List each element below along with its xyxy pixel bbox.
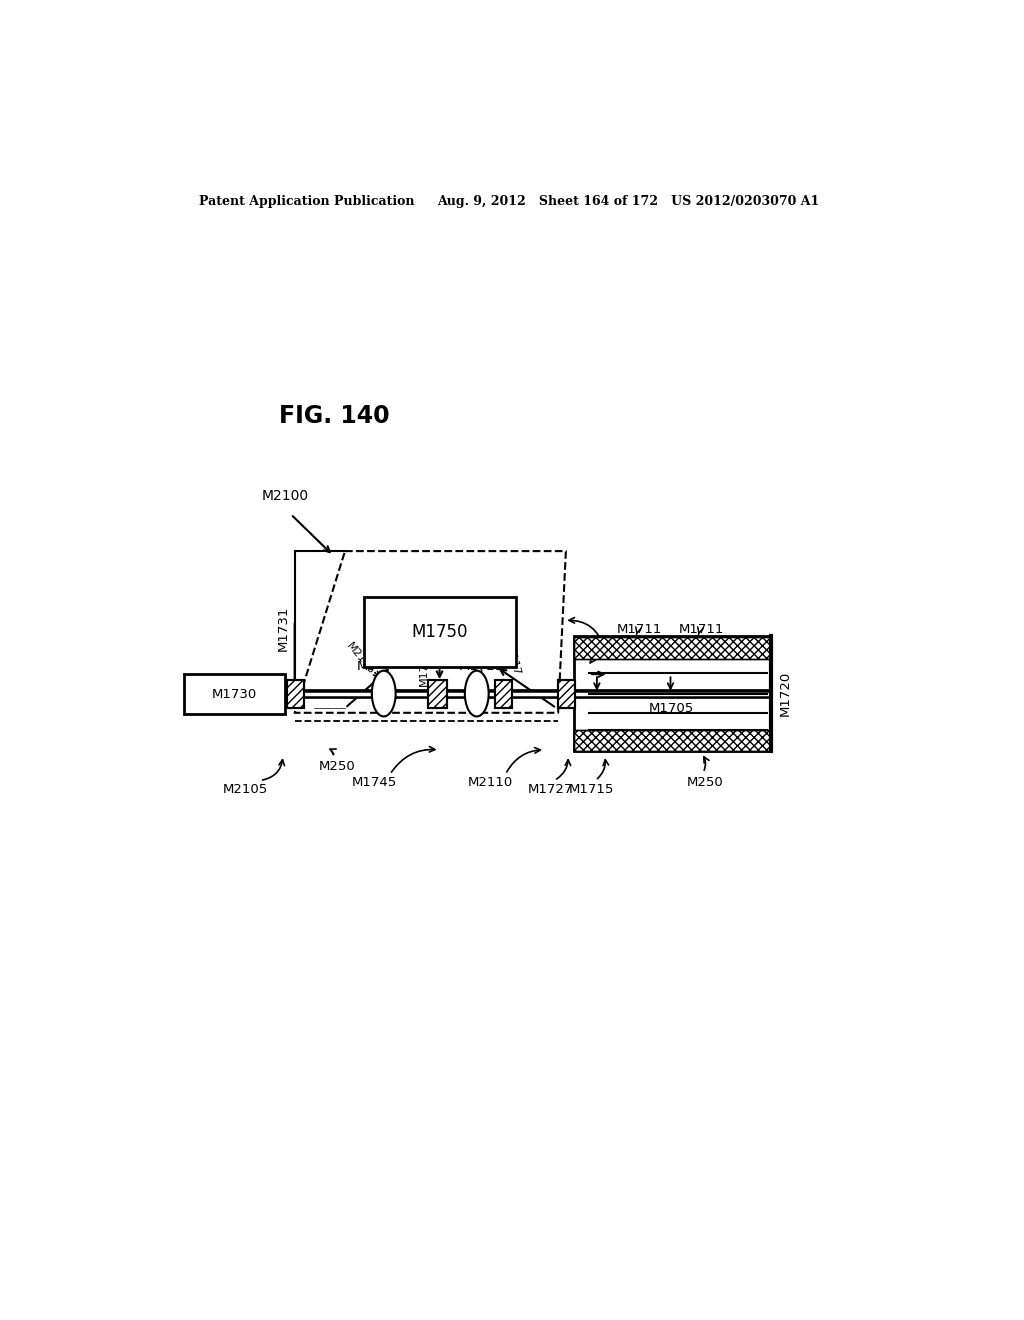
Bar	[365, 598, 515, 667]
Bar	[573, 730, 770, 751]
Text: M2117: M2117	[502, 638, 521, 677]
Bar	[558, 681, 575, 708]
Text: M1715: M1715	[568, 783, 614, 796]
Ellipse shape	[465, 671, 488, 717]
Text: M1705: M1705	[649, 702, 694, 715]
Text: M1727: M1727	[527, 783, 573, 796]
Bar	[495, 681, 512, 708]
Text: Patent Application Publication: Patent Application Publication	[200, 194, 415, 207]
Bar	[428, 681, 446, 708]
Text: M2115: M2115	[608, 640, 654, 653]
Text: M2105: M2105	[223, 783, 268, 796]
Text: M1710: M1710	[575, 648, 621, 661]
Text: M250: M250	[687, 776, 724, 788]
Text: M1750: M1750	[412, 623, 468, 642]
Bar	[287, 681, 304, 708]
Bar	[573, 638, 770, 659]
Text: M1746: M1746	[419, 648, 429, 685]
Text: M2100: M2100	[261, 488, 308, 503]
Bar	[495, 681, 512, 708]
Text: M1731: M1731	[276, 606, 290, 651]
Text: M1711: M1711	[616, 623, 663, 636]
Bar	[573, 636, 771, 751]
Text: M5: M5	[356, 660, 377, 673]
Bar	[558, 681, 575, 708]
Text: M1730: M1730	[212, 688, 257, 701]
Text: M1720: M1720	[778, 671, 792, 717]
Text: M1745: M1745	[352, 776, 397, 788]
Bar	[428, 681, 446, 708]
Bar	[573, 730, 770, 751]
Text: M2110: M2110	[467, 776, 513, 788]
Bar	[287, 681, 304, 708]
Text: M2116: M2116	[344, 642, 377, 677]
Ellipse shape	[372, 671, 395, 717]
Text: M1725: M1725	[459, 660, 504, 673]
Text: FIG. 140: FIG. 140	[280, 404, 390, 429]
Text: M250: M250	[318, 760, 355, 774]
Bar	[573, 638, 770, 659]
Bar	[183, 675, 285, 714]
Text: M1711: M1711	[679, 623, 724, 636]
Text: Aug. 9, 2012   Sheet 164 of 172   US 2012/0203070 A1: Aug. 9, 2012 Sheet 164 of 172 US 2012/02…	[437, 194, 819, 207]
